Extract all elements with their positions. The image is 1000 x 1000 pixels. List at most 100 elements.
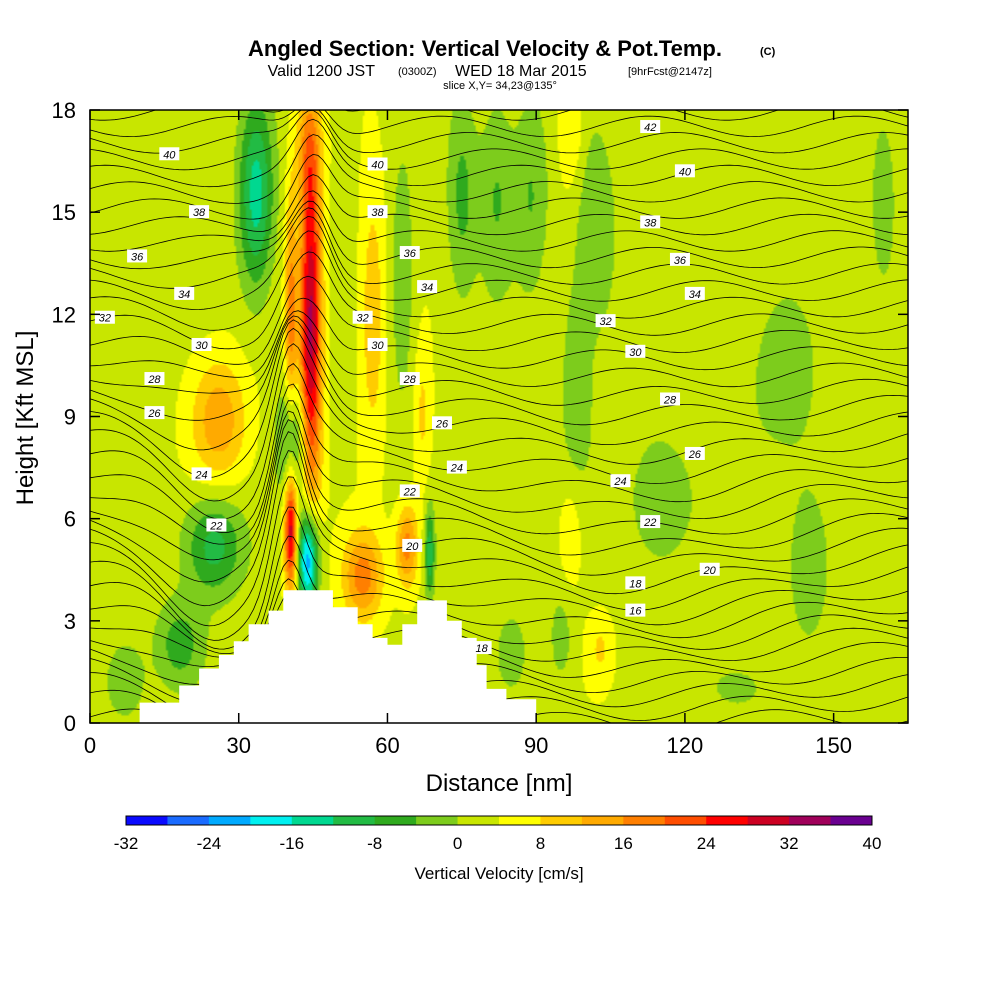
theta-contour-line	[90, 230, 908, 331]
colorbar-tick-label: 16	[614, 834, 633, 853]
colorbar-swatch	[250, 816, 293, 825]
svg-text:28: 28	[147, 374, 161, 386]
theta-contour-line	[90, 251, 908, 350]
x-axis-label: Distance [nm]	[426, 770, 573, 797]
contour-label: 36	[669, 252, 690, 267]
x-tick-label: 0	[84, 733, 96, 758]
theta-contour-line	[90, 327, 908, 479]
theta-contour-line	[90, 190, 908, 252]
y-tick-label: 9	[64, 405, 76, 430]
contour-label: 30	[625, 344, 646, 359]
contour-label: 38	[189, 205, 210, 219]
contour-labels: 40 38 36 34 32 30 28 26 24 22 40 38 36 34 32 30 28 26 24 22…	[94, 120, 720, 655]
svg-text:30: 30	[195, 340, 208, 352]
theta-contour-line	[90, 315, 908, 421]
colorbar-tick-label: 8	[536, 834, 545, 853]
theta-contour-line	[90, 118, 908, 188]
contour-label: 38	[367, 205, 388, 219]
colorbar-swatch	[374, 816, 417, 825]
theta-contour-line	[90, 215, 908, 311]
theta-contour-line	[90, 275, 908, 365]
svg-text:28: 28	[403, 374, 417, 386]
colorbar-tick-label: -16	[279, 834, 304, 853]
contour-label: 42	[640, 120, 661, 134]
contour-label: 38	[640, 215, 661, 229]
colorbar-label: Vertical Velocity [cm/s]	[414, 864, 583, 883]
svg-text:32: 32	[599, 316, 611, 328]
x-tick-label: 150	[815, 733, 852, 758]
theta-contour-line	[90, 431, 908, 607]
svg-text:42: 42	[644, 122, 656, 134]
colorbar-swatch	[167, 816, 210, 825]
colorbar-swatch	[747, 816, 790, 825]
theta-contour-line	[90, 383, 908, 534]
colorbar-tick-label: -24	[197, 834, 222, 853]
svg-text:36: 36	[674, 255, 687, 267]
y-tick-label: 3	[64, 609, 76, 634]
theta-contour-line	[90, 694, 908, 723]
svg-text:20: 20	[703, 565, 717, 577]
contour-label: 20	[699, 562, 720, 577]
theta-contour-line	[90, 134, 908, 204]
contour-label: 30	[367, 337, 388, 352]
svg-text:40: 40	[679, 166, 692, 178]
contour-label: 40	[159, 147, 180, 161]
valid-time-prefix: Valid 1200 JST	[268, 63, 376, 80]
contour-label: 36	[399, 246, 420, 260]
contour-label: 32	[94, 310, 115, 325]
colorbar-swatch	[291, 816, 334, 825]
svg-text:40: 40	[163, 149, 176, 161]
theta-contour-line	[90, 343, 908, 502]
colorbar-swatch	[333, 816, 376, 825]
copyright-mark: (C)	[760, 46, 776, 58]
x-tick-label: 90	[524, 733, 548, 758]
colorbar-swatch	[540, 816, 583, 825]
colorbar-swatch	[126, 816, 168, 825]
colorbar: -32 -24 -16 -8 0 8 16 24 32 40	[114, 815, 882, 853]
colorbar-swatch	[623, 816, 666, 825]
colorbar-swatch	[664, 816, 707, 825]
contour-label: 32	[352, 310, 373, 325]
colorbar-swatch	[208, 816, 251, 825]
contour-label: 26	[684, 446, 705, 461]
theta-contour-line	[90, 410, 908, 561]
svg-text:32: 32	[357, 313, 369, 325]
svg-text:24: 24	[450, 463, 463, 475]
theta-contour-line	[90, 738, 908, 762]
x-tick-label: 30	[226, 733, 250, 758]
contour-label: 30	[191, 337, 212, 352]
colorbar-tick-label: 32	[780, 834, 799, 853]
terrain-mask	[90, 590, 908, 723]
svg-text:30: 30	[629, 347, 642, 359]
contour-label: 40	[367, 157, 388, 171]
contour-label: 34	[174, 286, 195, 301]
contour-label: 34	[417, 280, 438, 294]
theta-contour-line	[90, 200, 908, 270]
theta-contour-line	[90, 153, 908, 220]
y-tick-label: 18	[52, 98, 76, 123]
svg-text:32: 32	[99, 313, 111, 325]
chart-title: Angled Section: Vertical Velocity & Pot.…	[248, 36, 722, 61]
svg-text:16: 16	[629, 606, 642, 618]
contour-label: 36	[127, 249, 148, 263]
svg-text:38: 38	[644, 217, 657, 229]
contour-label: 16	[625, 603, 646, 618]
valid-time-zulu: (0300Z)	[398, 66, 437, 78]
theta-contour-line	[90, 110, 908, 171]
contour-label: 18	[471, 641, 492, 655]
colorbar-tick-label: 40	[863, 834, 882, 853]
y-tick-label: 6	[64, 507, 76, 532]
colorbar-frame	[125, 815, 873, 826]
svg-text:26: 26	[688, 449, 702, 461]
theta-contour-line	[90, 319, 908, 451]
colorbar-swatch	[706, 816, 749, 825]
svg-text:22: 22	[403, 486, 416, 498]
contour-label: 18	[625, 576, 646, 590]
contour-label: 22	[206, 518, 227, 532]
contour-label: 28	[660, 392, 681, 406]
colorbar-swatch	[499, 816, 541, 825]
colorbar-swatch	[789, 816, 832, 825]
theta-contour-line	[90, 110, 908, 154]
svg-text:38: 38	[193, 207, 206, 219]
